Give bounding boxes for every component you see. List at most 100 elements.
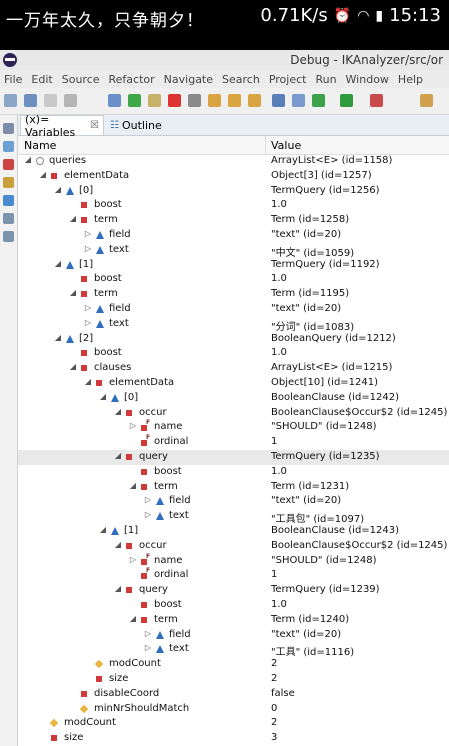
tree-row[interactable]: ◢ occur BooleanClause$Occur$2 (id=1245) — [18, 539, 449, 554]
tree-row[interactable]: boost 1.0 — [18, 346, 449, 361]
tree-row[interactable]: ◢ queries ArrayList<E> (id=1158) — [18, 154, 449, 169]
collapse-icon[interactable]: ◢ — [54, 258, 62, 268]
run-icon[interactable] — [340, 94, 353, 107]
collapse-icon[interactable]: ◢ — [69, 214, 77, 224]
step-over-icon[interactable] — [228, 94, 241, 107]
expand-icon[interactable]: ▷ — [129, 421, 137, 431]
tree-row[interactable]: ◢ [1] BooleanClause (id=1243) — [18, 524, 449, 539]
save-all-icon[interactable] — [44, 94, 57, 107]
save-icon[interactable] — [24, 94, 37, 107]
tree-row[interactable]: ▷ name "SHOULD" (id=1248) — [18, 553, 449, 569]
collapse-icon[interactable]: ◢ — [129, 480, 137, 490]
expand-icon[interactable]: ▷ — [84, 243, 92, 253]
tree-row[interactable]: ▷ field "text" (id=20) — [18, 628, 449, 643]
use-step-filters-icon[interactable] — [272, 94, 285, 107]
tree-row[interactable]: disableCoord false — [18, 687, 449, 702]
menu-window[interactable]: Window — [345, 72, 389, 86]
tree-row[interactable]: ▷ name "SHOULD" (id=1248) — [18, 419, 449, 435]
collapse-icon[interactable]: ◢ — [114, 584, 122, 594]
tree-row[interactable]: size 2 — [18, 672, 449, 687]
collapse-icon[interactable]: ◢ — [99, 391, 107, 401]
collapse-icon[interactable]: ◢ — [24, 155, 32, 164]
tree-row[interactable]: ◢ elementData Object[3] (id=1257) — [18, 169, 449, 184]
collapse-icon[interactable]: ◢ — [69, 362, 77, 372]
open-type-icon[interactable] — [420, 94, 433, 107]
debug-view-icon[interactable] — [3, 123, 14, 134]
expand-icon[interactable]: ▷ — [84, 317, 92, 327]
tree-row[interactable]: ◢ [0] BooleanClause (id=1242) — [18, 391, 449, 406]
terminate-icon[interactable] — [168, 94, 181, 107]
expand-icon[interactable]: ▷ — [144, 628, 152, 638]
menu-help[interactable]: Help — [397, 72, 423, 86]
collapse-icon[interactable]: ◢ — [39, 169, 47, 179]
tree-row[interactable]: ◢ term Term (id=1231) — [18, 480, 449, 495]
menu-project[interactable]: Project — [268, 72, 307, 86]
menu-source[interactable]: Source — [61, 72, 100, 86]
step-into-icon[interactable] — [208, 94, 221, 107]
collapse-icon[interactable]: ◢ — [99, 525, 107, 534]
tree-row[interactable]: ◢ term Term (id=1195) — [18, 287, 449, 302]
close-icon[interactable]: ☒ — [90, 120, 99, 131]
tree-row[interactable]: modCount 2 — [18, 716, 449, 731]
tree-row[interactable]: ◢ occur BooleanClause$Occur$2 (id=1245) — [18, 406, 449, 421]
column-divider[interactable] — [265, 136, 266, 154]
expressions-icon[interactable] — [3, 177, 14, 188]
step-return-icon[interactable] — [248, 94, 261, 107]
skip-breakpoints-icon[interactable] — [108, 94, 121, 107]
disconnect-icon[interactable] — [188, 94, 201, 107]
collapse-icon[interactable]: ◢ — [129, 613, 137, 623]
expand-icon[interactable]: ▷ — [144, 510, 152, 520]
tree-row[interactable]: ◢ clauses ArrayList<E> (id=1215) — [18, 361, 449, 376]
tree-row[interactable]: boost 1.0 — [18, 465, 449, 480]
menu-navigate[interactable]: Navigate — [163, 72, 214, 86]
tab-outline[interactable]: ☷ Outline — [106, 115, 174, 135]
tree-row[interactable]: modCount 2 — [18, 657, 449, 672]
tree-row[interactable]: boost 1.0 — [18, 198, 449, 213]
tree-row[interactable]: minNrShouldMatch 0 — [18, 702, 449, 717]
tree-row[interactable]: ◢ elementData Object[10] (id=1241) — [18, 376, 449, 391]
tree-row[interactable]: ▷ text "分词" (id=1083) — [18, 317, 449, 333]
column-name[interactable]: Name — [24, 139, 57, 152]
tree-row[interactable]: ◢ [1] TermQuery (id=1192) — [18, 258, 449, 273]
debug-icon[interactable] — [292, 94, 305, 107]
expand-icon[interactable]: ▷ — [144, 495, 152, 505]
resume-icon[interactable] — [128, 94, 141, 107]
tree-row[interactable]: size 3 — [18, 731, 449, 746]
collapse-icon[interactable]: ◢ — [84, 377, 92, 386]
menu-search[interactable]: Search — [222, 72, 260, 86]
tree-row[interactable]: boost 1.0 — [18, 598, 449, 613]
tree-row[interactable]: ▷ field "text" (id=20) — [18, 228, 449, 243]
expand-icon[interactable]: ▷ — [129, 554, 137, 564]
menu-run[interactable]: Run — [315, 72, 337, 86]
breakpoints-icon[interactable] — [3, 159, 14, 170]
expand-icon[interactable]: ▷ — [144, 643, 152, 653]
tree-row[interactable]: ◢ query TermQuery (id=1235) — [18, 450, 449, 465]
tree-row[interactable]: ◢ query TermQuery (id=1239) — [18, 583, 449, 598]
tab-variables[interactable]: (x)= Variables ☒ — [20, 113, 104, 139]
tree-row[interactable]: ◢ term Term (id=1258) — [18, 213, 449, 228]
tree-row[interactable]: ▷ text "工具包" (id=1097) — [18, 509, 449, 525]
collapse-icon[interactable]: ◢ — [54, 184, 62, 194]
collapse-icon[interactable]: ◢ — [69, 288, 77, 298]
new-icon[interactable] — [4, 94, 17, 107]
collapse-icon[interactable]: ◢ — [114, 539, 122, 549]
external-tools-icon[interactable] — [370, 94, 383, 107]
column-value[interactable]: Value — [271, 139, 302, 152]
tree-row[interactable]: ◢ [2] BooleanQuery (id=1212) — [18, 332, 449, 347]
tree-row[interactable]: ▷ field "text" (id=20) — [18, 302, 449, 317]
display-icon[interactable] — [3, 213, 14, 224]
tree-row[interactable]: ◢ [0] TermQuery (id=1256) — [18, 184, 449, 199]
tree-row[interactable]: ordinal 1 — [18, 567, 449, 583]
menu-file[interactable]: File — [4, 72, 23, 86]
expand-icon[interactable]: ▷ — [84, 229, 92, 238]
expand-icon[interactable]: ▷ — [84, 303, 92, 312]
suspend-icon[interactable] — [148, 94, 161, 107]
tree-row[interactable]: ▷ field "text" (id=20) — [18, 494, 449, 509]
tasks-icon[interactable] — [3, 231, 14, 242]
collapse-icon[interactable]: ◢ — [54, 332, 62, 342]
tree-row[interactable]: ▷ text "工具" (id=1116) — [18, 642, 449, 658]
tree-row[interactable]: ordinal 1 — [18, 434, 449, 450]
print-icon[interactable] — [64, 94, 77, 107]
tree-row[interactable]: boost 1.0 — [18, 272, 449, 287]
at-icon[interactable] — [3, 195, 14, 206]
